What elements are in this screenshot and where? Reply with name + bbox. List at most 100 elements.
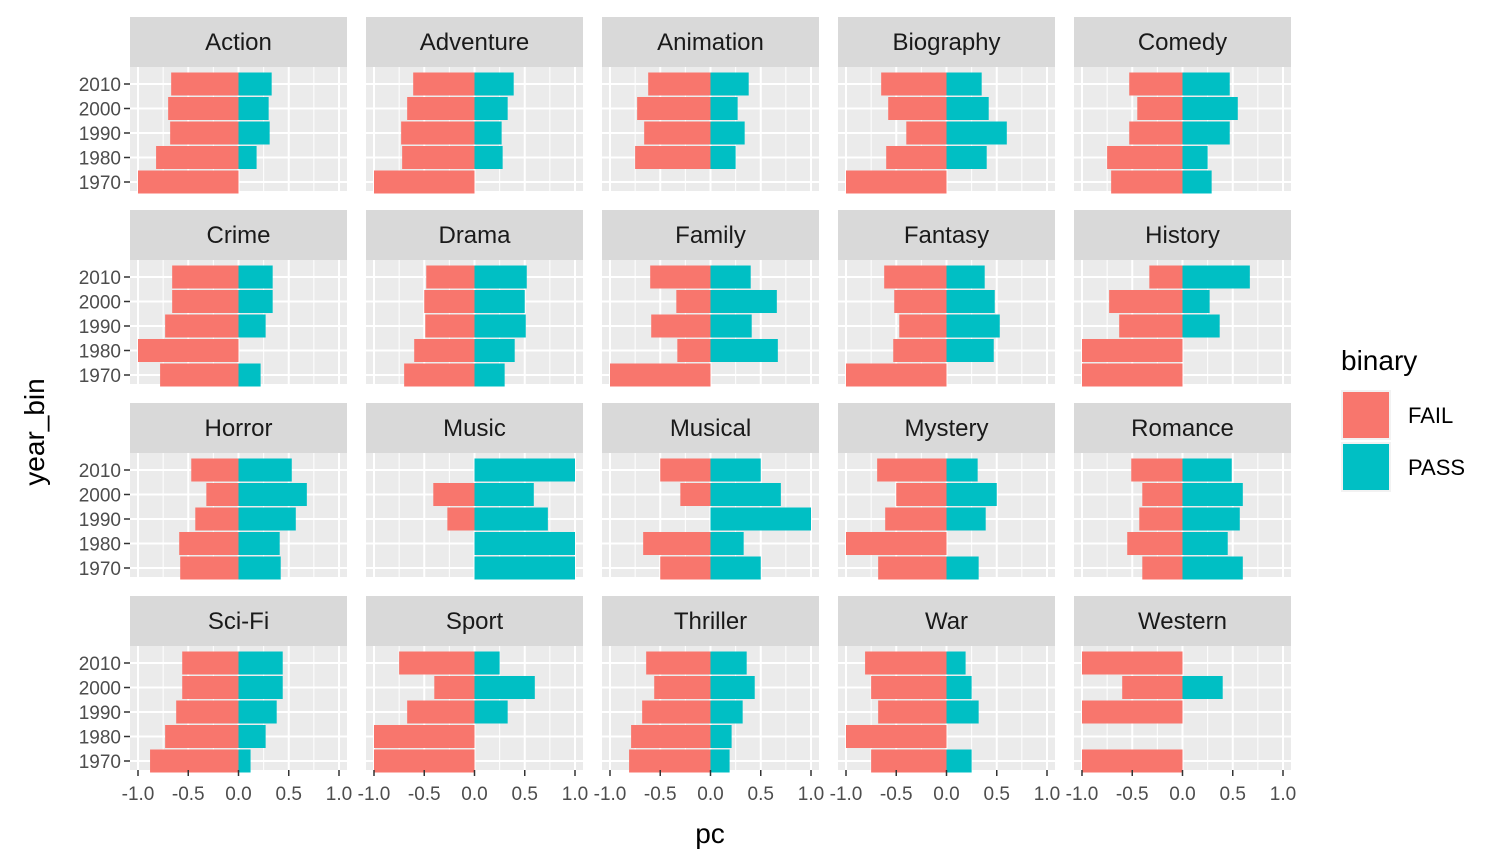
bar-fail-war-2000 [871, 676, 947, 699]
y-tick-label: 2000 [79, 679, 121, 700]
bar-fail-war-1970 [871, 749, 947, 773]
bar-pass-biography-1980 [946, 146, 987, 169]
bar-fail-history-1970 [1082, 363, 1183, 387]
facet-strip-comedy [1074, 17, 1291, 67]
bar-fail-animation-2000 [637, 97, 711, 120]
bar-fail-drama-1980 [414, 339, 475, 362]
x-tick-label: -1.0 [830, 784, 863, 805]
bar-pass-war-2000 [946, 676, 972, 699]
bar-fail-sport-2000 [434, 676, 475, 699]
bar-pass-thriller-1980 [710, 725, 732, 748]
x-tick-label: 0.5 [276, 784, 302, 805]
x-tick-label: -1.0 [1066, 784, 1099, 805]
bar-fail-horror-1990 [195, 507, 239, 531]
bar-pass-history-1990 [1182, 314, 1220, 338]
x-tick-label: 1.0 [562, 784, 588, 805]
bar-fail-action-2010 [171, 72, 239, 96]
facet-title-mystery: Mystery [905, 415, 989, 442]
facet-title-sport: Sport [446, 608, 504, 635]
bar-pass-musical-1980 [710, 532, 744, 555]
bar-pass-adventure-2000 [474, 97, 508, 120]
facet-title-history: History [1145, 222, 1220, 249]
bar-pass-mystery-1990 [946, 507, 986, 531]
facet-title-musical: Musical [670, 415, 751, 442]
bar-fail-family-1980 [677, 339, 711, 362]
bar-fail-adventure-1980 [402, 146, 475, 169]
bar-fail-family-1970 [610, 363, 711, 387]
facet-title-war: War [925, 608, 968, 635]
bar-fail-music-1990 [447, 507, 475, 531]
bar-pass-action-2000 [238, 97, 269, 120]
bar-pass-drama-1990 [474, 314, 526, 338]
facet-strip-drama [366, 210, 583, 260]
bar-pass-war-1970 [946, 749, 972, 773]
bar-fail-western-2000 [1122, 676, 1183, 699]
bar-fail-sci-fi-1990 [176, 700, 239, 724]
facet-biography: Biography [838, 17, 1055, 194]
bar-fail-horror-2010 [191, 458, 239, 482]
bar-pass-comedy-1980 [1182, 146, 1208, 169]
facet-war: War -1.0 -0.5 0.0 0.5 1.0 [830, 596, 1060, 805]
bar-fail-family-1990 [651, 314, 711, 338]
bar-fail-action-1970 [138, 170, 239, 194]
bar-fail-adventure-1990 [401, 121, 475, 145]
facet-title-fantasy: Fantasy [904, 222, 989, 249]
facet-strip-war [838, 596, 1055, 646]
bar-pass-crime-2000 [238, 290, 273, 313]
bar-pass-drama-2000 [474, 290, 525, 313]
bar-fail-western-1990 [1082, 700, 1183, 724]
bar-fail-sci-fi-2000 [182, 676, 239, 699]
bar-pass-thriller-2000 [710, 676, 755, 699]
bar-pass-sci-fi-2000 [238, 676, 283, 699]
facet-musical: Musical [602, 403, 819, 580]
bar-pass-history-2010 [1182, 265, 1250, 289]
bar-pass-comedy-2010 [1182, 72, 1230, 96]
bar-fail-biography-1970 [846, 170, 947, 194]
bar-fail-sport-1980 [374, 725, 475, 748]
bar-pass-fantasy-1980 [946, 339, 994, 362]
bar-pass-action-1980 [238, 146, 257, 169]
bar-pass-musical-1990 [710, 507, 811, 531]
bar-pass-horror-1970 [238, 556, 281, 580]
bar-pass-music-1970 [474, 556, 575, 580]
x-tick-label: -0.5 [644, 784, 677, 805]
bar-pass-animation-2000 [710, 97, 738, 120]
facet-history: History [1074, 210, 1291, 387]
bar-pass-adventure-2010 [474, 72, 514, 96]
bar-pass-action-2010 [238, 72, 272, 96]
facet-strip-music [366, 403, 583, 453]
bar-pass-animation-1990 [710, 121, 745, 145]
bar-pass-crime-1970 [238, 363, 261, 387]
bar-pass-biography-1990 [946, 121, 1007, 145]
facet-title-adventure: Adventure [420, 29, 529, 56]
bar-pass-music-1980 [474, 532, 575, 555]
facet-title-crime: Crime [207, 222, 271, 249]
facet-strip-sci-fi [130, 596, 347, 646]
bar-fail-family-2010 [650, 265, 711, 289]
legend-label-pass: PASS [1408, 455, 1465, 480]
bar-fail-musical-2010 [660, 458, 711, 482]
bar-pass-music-2000 [474, 483, 534, 506]
bar-fail-sport-1970 [374, 749, 475, 773]
x-tick-label: 0.0 [933, 784, 959, 805]
bar-pass-musical-2000 [710, 483, 781, 506]
y-tick-label: 1990 [79, 703, 121, 724]
facet-strip-adventure [366, 17, 583, 67]
facet-strip-crime [130, 210, 347, 260]
facet-comedy: Comedy [1074, 17, 1291, 194]
facet-strip-thriller [602, 596, 819, 646]
bar-fail-biography-1990 [906, 121, 947, 145]
bar-pass-action-1990 [238, 121, 270, 145]
bar-fail-history-1990 [1119, 314, 1183, 338]
bar-fail-animation-1990 [644, 121, 711, 145]
bar-fail-music-2000 [433, 483, 475, 506]
y-tick-label: 1980 [79, 728, 121, 749]
facet-romance: Romance [1074, 403, 1291, 580]
bar-pass-family-1990 [710, 314, 752, 338]
x-tick-label: 0.5 [984, 784, 1010, 805]
facet-title-drama: Drama [438, 222, 511, 249]
bar-fail-family-2000 [676, 290, 711, 313]
bar-pass-sci-fi-1970 [238, 749, 251, 773]
bar-fail-drama-1970 [404, 363, 475, 387]
